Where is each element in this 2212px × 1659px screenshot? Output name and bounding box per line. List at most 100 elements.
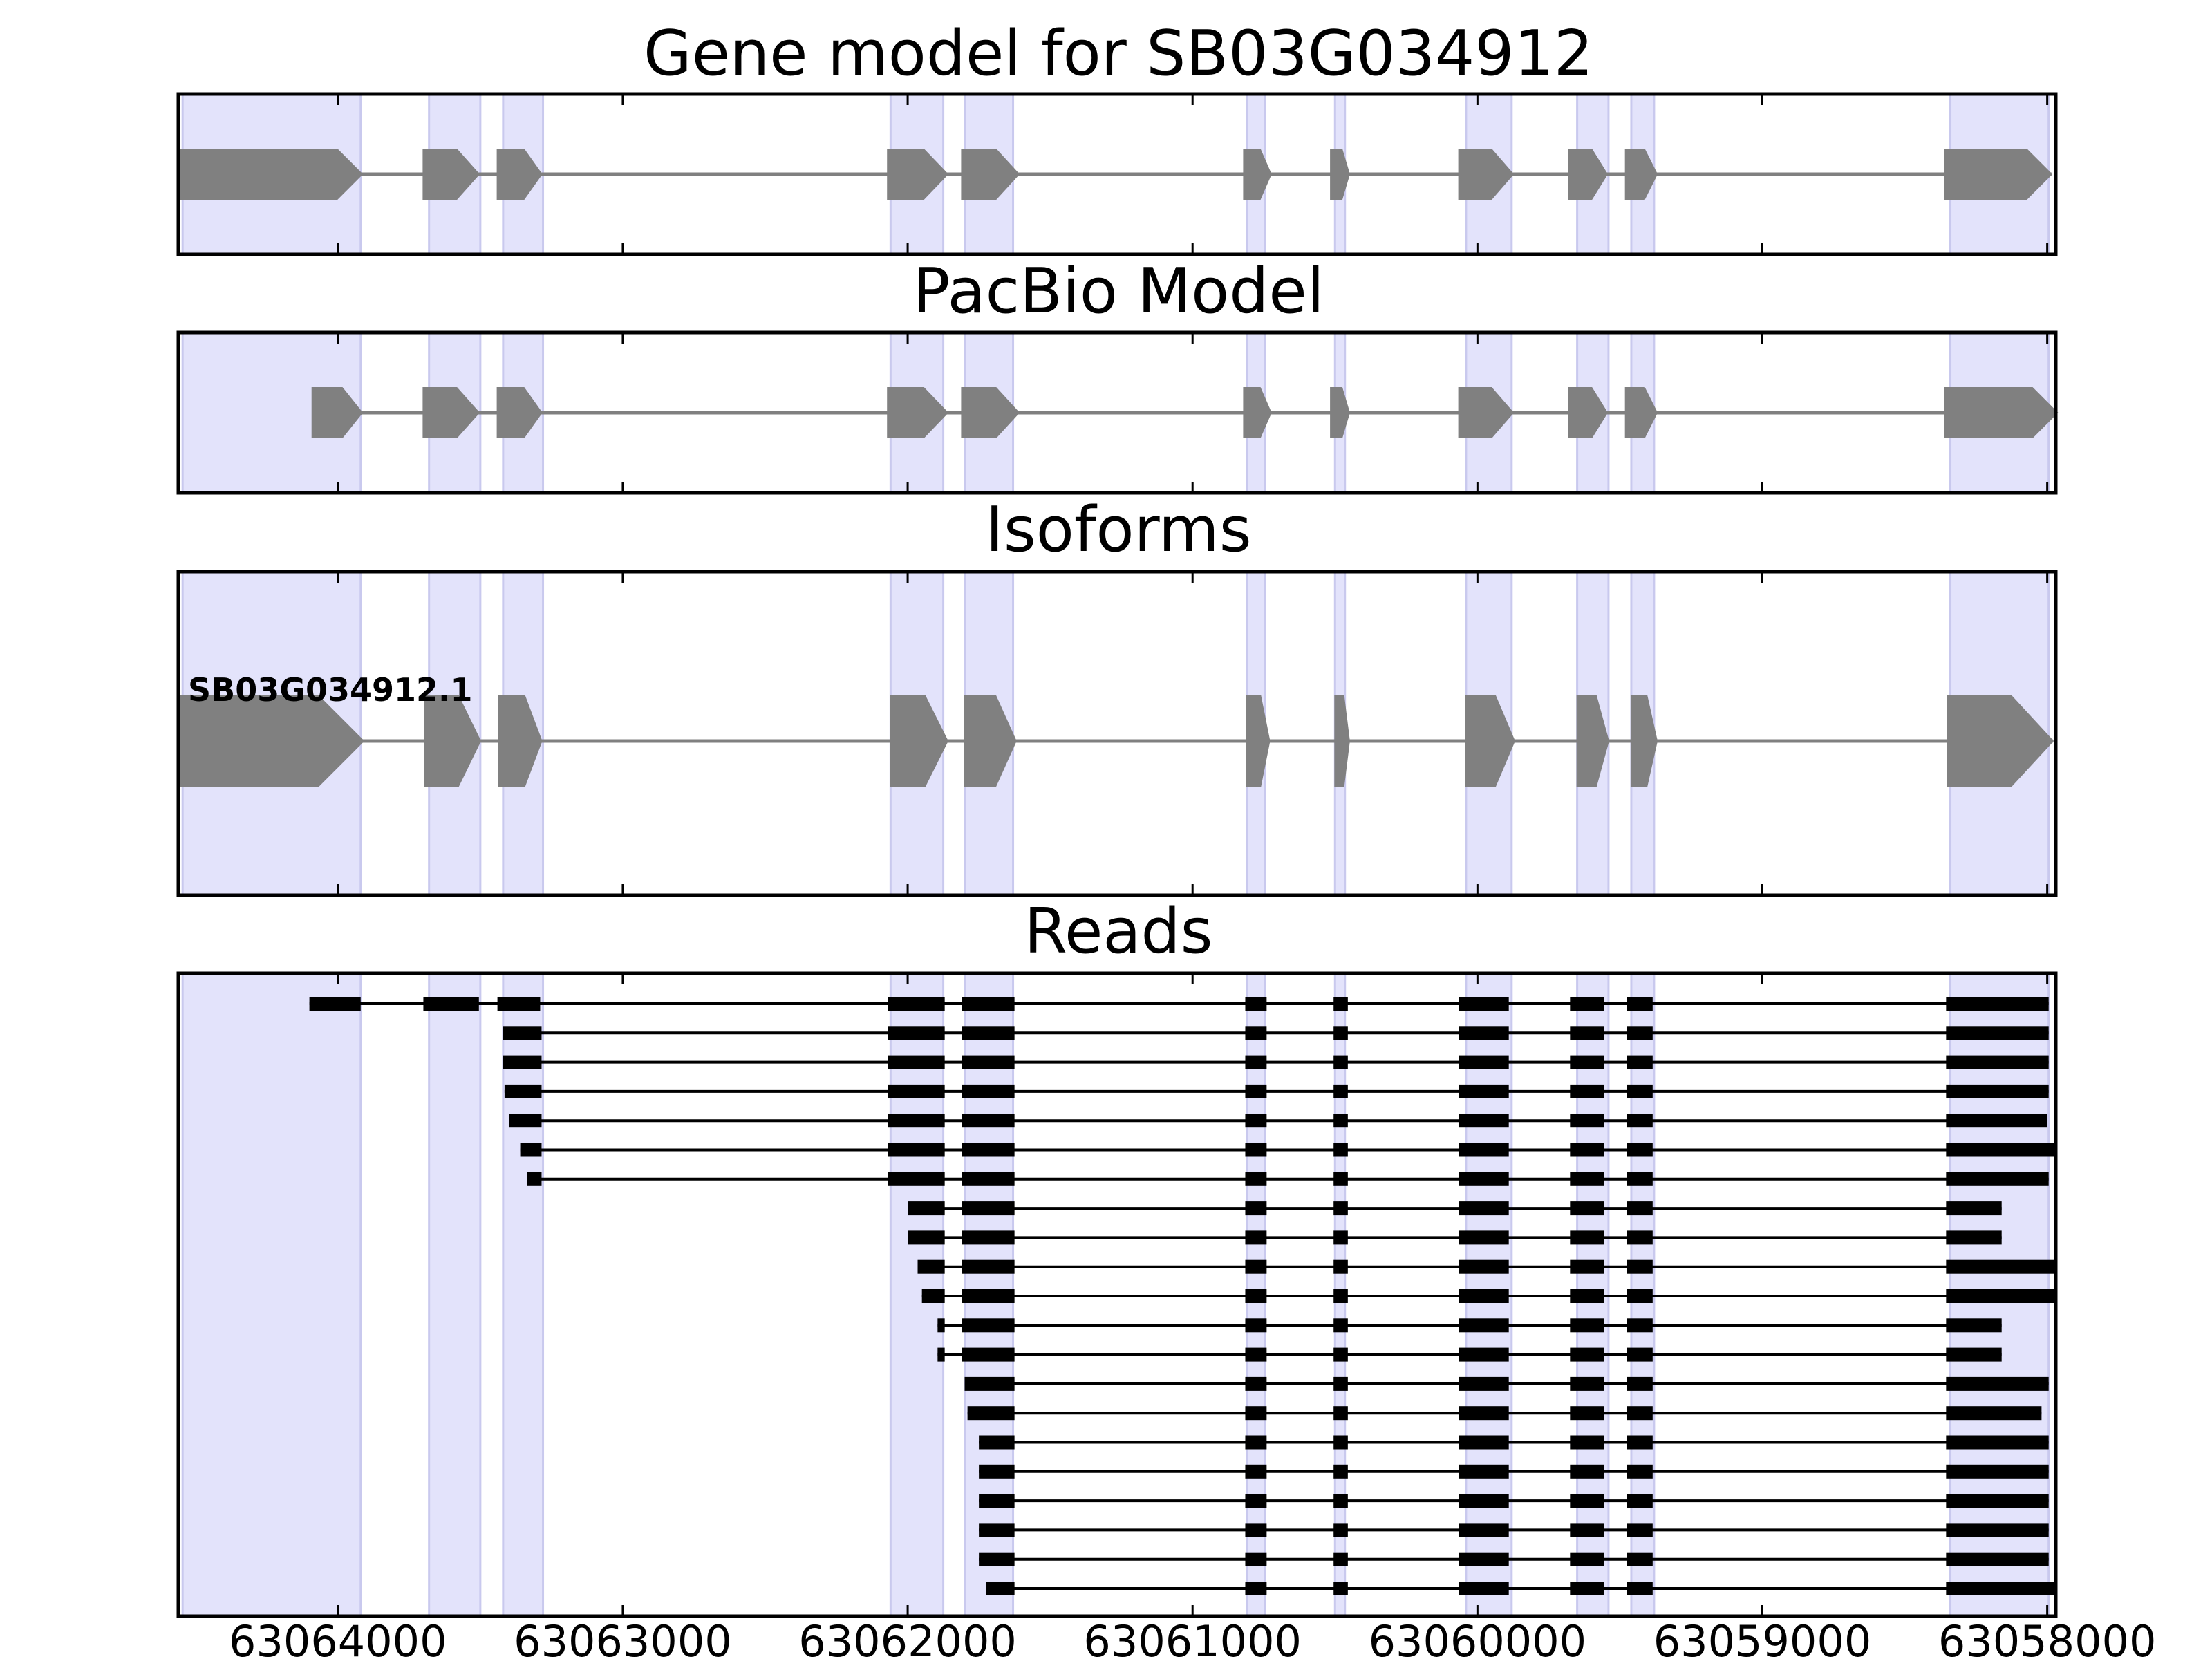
x-tick-label: 63064000: [229, 1616, 447, 1659]
read-exon-block: [1459, 1143, 1509, 1157]
x-tick-label: 63059000: [1653, 1616, 1872, 1659]
isoform-exon: [1334, 695, 1350, 787]
read-exon-block: [1570, 1230, 1604, 1245]
read-exon-block: [1570, 1552, 1604, 1566]
isoform-exon: [1465, 695, 1515, 787]
read: [527, 1172, 2049, 1186]
read-exon-block: [1570, 1464, 1604, 1479]
read-exon-block: [1245, 1172, 1267, 1186]
read-exon-block: [1946, 1347, 2002, 1362]
read-exon-block: [1570, 1289, 1604, 1303]
read-exon-block: [1946, 1435, 2049, 1450]
read: [504, 1084, 2049, 1098]
read-exon-block: [1333, 1494, 1348, 1508]
read-exon-block: [1245, 997, 1267, 1011]
x-tick-label: 63058000: [1938, 1616, 2157, 1659]
read-exon-block: [1627, 1259, 1653, 1274]
read-exon-block: [1946, 1464, 2049, 1479]
read-exon-block: [1627, 1143, 1653, 1157]
read-exon-block: [1570, 1172, 1604, 1186]
isoform-exon: [1947, 695, 2054, 787]
read-exon-block: [917, 1259, 945, 1274]
read-exon-block: [1570, 1055, 1604, 1069]
read-exon-block: [1333, 1406, 1348, 1421]
reads-panel: [176, 971, 2058, 1618]
read-exon-block: [1245, 1406, 1267, 1421]
read: [309, 997, 2049, 1011]
read-exon-block: [1459, 1523, 1509, 1537]
pacbio-model-exon: [1568, 387, 1609, 438]
read-exon-block: [1333, 1523, 1348, 1537]
read-exon-block: [1459, 1464, 1509, 1479]
read-exon-block: [1946, 1523, 2049, 1537]
read-exon-block: [1946, 1318, 2002, 1333]
read-exon-block: [1627, 1230, 1653, 1245]
read-exon-block: [1245, 1143, 1267, 1157]
read-exon-block: [509, 1114, 542, 1128]
read-exon-block: [962, 1143, 1015, 1157]
gene-model-frame: [176, 92, 2058, 256]
read-exon-block: [979, 1464, 1015, 1479]
read-exon-block: [1459, 1582, 1509, 1595]
isoform-exon: [498, 695, 543, 787]
pacbio-model-exon: [311, 387, 364, 438]
read-exon-block: [1627, 1464, 1653, 1479]
read-exon-block: [1333, 1435, 1348, 1450]
pacbio-model-exon: [1458, 387, 1515, 438]
highlight-region: [181, 972, 362, 1618]
read-exon-block: [1627, 1084, 1653, 1098]
read-exon-block: [1459, 1552, 1509, 1566]
read-exon-block: [962, 1026, 1015, 1040]
read: [917, 1259, 2054, 1274]
read-exon-block: [921, 1289, 945, 1303]
read-exon-block: [1570, 1318, 1604, 1333]
read-exon-block: [1245, 1230, 1267, 1245]
read-exon-block: [1627, 1435, 1653, 1450]
read-exon-block: [1570, 1376, 1604, 1391]
read-exon-block: [1333, 1376, 1348, 1391]
read-exon-block: [1333, 1230, 1348, 1245]
highlight-region: [428, 972, 482, 1618]
read: [937, 1347, 2002, 1362]
read-exon-block: [1570, 1523, 1604, 1537]
gene-model-exon: [1458, 149, 1515, 200]
read-exon-block: [1333, 1347, 1348, 1362]
gene-model-exon: [422, 149, 480, 200]
read-exon-block: [1627, 1318, 1653, 1333]
read-exon-block: [1946, 1201, 2002, 1216]
read-exon-block: [888, 1114, 945, 1128]
read-exon-block: [497, 997, 541, 1011]
read-exon-block: [888, 1026, 945, 1040]
pacbio-model-exon: [1243, 387, 1272, 438]
read-exon-block: [520, 1143, 542, 1157]
isoforms-ticks: [337, 572, 2049, 895]
gene-model-exon: [1330, 149, 1350, 200]
reads-track: [309, 997, 2054, 1595]
pacbio-model-exon: [1624, 387, 1658, 438]
pacbio-model-panel: [176, 330, 2059, 495]
gene-model-exon: [887, 149, 949, 200]
read-exon-block: [1946, 1143, 2054, 1157]
read: [979, 1435, 2049, 1450]
read-exon-block: [1946, 1376, 2049, 1391]
read-exon-block: [1333, 1464, 1348, 1479]
read-exon-block: [962, 997, 1015, 1011]
read-exon-block: [1570, 1201, 1604, 1216]
read-exon-block: [962, 1084, 1015, 1098]
read-exon-block: [964, 1376, 1015, 1391]
read-exon-block: [1946, 1494, 2049, 1508]
isoform-exon: [890, 695, 948, 787]
read-exon-block: [1459, 1230, 1509, 1245]
read-exon-block: [979, 1523, 1015, 1537]
pacbio-model-frame: [176, 330, 2058, 495]
pacbio-model-exon: [1944, 387, 2059, 438]
read-exon-block: [1245, 1114, 1267, 1128]
read-exon-block: [1570, 1026, 1604, 1040]
read-exon-block: [1245, 1435, 1267, 1450]
read-exon-block: [309, 997, 361, 1011]
read: [979, 1464, 2049, 1479]
read-exon-block: [937, 1347, 945, 1362]
gene-model-ticks: [337, 94, 2049, 254]
read-exon-block: [1245, 1201, 1267, 1216]
read-exon-block: [888, 1084, 945, 1098]
